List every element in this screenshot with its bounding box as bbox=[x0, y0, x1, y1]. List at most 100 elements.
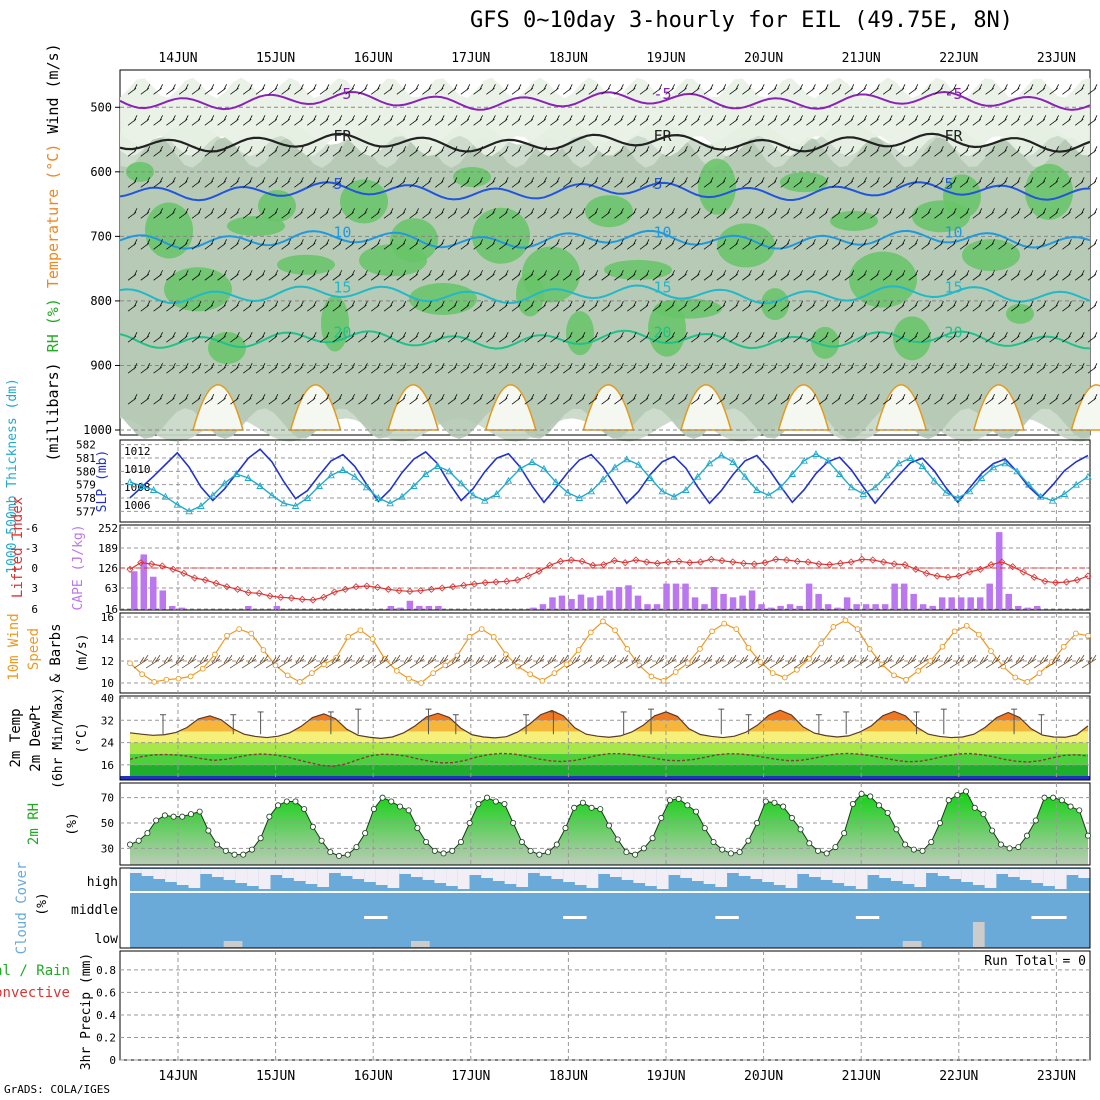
cloud-low-gap bbox=[223, 941, 243, 947]
wind-marker bbox=[127, 660, 133, 667]
wind-barb bbox=[818, 208, 829, 219]
wind-barb bbox=[678, 208, 688, 219]
wind-barb bbox=[562, 208, 573, 219]
wind-barb bbox=[652, 177, 663, 188]
wind-barb bbox=[959, 301, 970, 312]
cape-tick-label: 16 bbox=[105, 603, 118, 616]
cloud-high-gap bbox=[574, 869, 587, 885]
li-marker bbox=[783, 556, 791, 564]
wind-barb bbox=[767, 363, 778, 374]
thickness-marker bbox=[1036, 492, 1045, 500]
wind-barb bbox=[373, 654, 389, 669]
wind-barb bbox=[217, 301, 227, 312]
wind-barb bbox=[1049, 115, 1059, 126]
wind-barb bbox=[486, 363, 496, 374]
wind-barb bbox=[145, 654, 161, 669]
cape-tick-label: 126 bbox=[98, 562, 118, 575]
wind-barb bbox=[639, 84, 650, 95]
wind-barb bbox=[460, 363, 471, 374]
cloud-high-gap bbox=[434, 869, 447, 883]
wind-barb bbox=[301, 654, 317, 669]
thickness-marker bbox=[504, 476, 513, 484]
cape-bar bbox=[634, 595, 642, 609]
thickness-marker bbox=[126, 478, 134, 485]
wind-marker bbox=[575, 647, 582, 653]
wind-barb bbox=[268, 146, 279, 157]
cape-bar bbox=[777, 605, 784, 609]
rh-marker bbox=[353, 844, 360, 851]
rh-marker bbox=[701, 825, 708, 832]
temp-band bbox=[130, 710, 1088, 721]
wind-barb bbox=[946, 146, 957, 157]
wind-barb bbox=[588, 332, 599, 343]
wind-marker bbox=[212, 651, 218, 658]
wind-barb bbox=[434, 84, 445, 95]
rh-marker bbox=[754, 820, 761, 827]
wind-barb bbox=[985, 146, 995, 157]
wind-barb bbox=[396, 146, 407, 157]
li-marker bbox=[1073, 576, 1081, 584]
li-marker bbox=[1009, 563, 1017, 571]
li-marker bbox=[664, 558, 672, 566]
wind-barb bbox=[716, 177, 727, 188]
wind-barb bbox=[639, 332, 650, 343]
wind-barb bbox=[857, 270, 867, 281]
cloud-high-gap bbox=[715, 869, 728, 887]
wind-barb bbox=[1049, 270, 1059, 281]
rh-marker bbox=[945, 797, 952, 804]
wind-barb bbox=[345, 146, 355, 157]
wind-barb bbox=[818, 84, 829, 95]
wind-barb bbox=[140, 208, 151, 219]
wind-barb bbox=[537, 177, 547, 188]
li-marker bbox=[341, 585, 349, 593]
wind-barb bbox=[1074, 115, 1085, 126]
wind-barb bbox=[460, 332, 471, 343]
wind-barb bbox=[242, 146, 253, 157]
wind-barb bbox=[153, 363, 163, 374]
wind-barb bbox=[921, 363, 931, 374]
rh-marker bbox=[309, 823, 316, 830]
rh-marker bbox=[710, 839, 717, 846]
rh-marker bbox=[666, 797, 673, 804]
wind-barb bbox=[690, 394, 701, 405]
cape-bar bbox=[929, 605, 936, 609]
wind-barb bbox=[754, 301, 765, 312]
isotherm-label: 15 bbox=[333, 278, 351, 296]
rh-marker bbox=[571, 804, 578, 811]
wind-barb bbox=[1049, 146, 1059, 157]
wind-barb bbox=[313, 654, 329, 669]
wind-barb bbox=[511, 270, 522, 281]
wind-barb bbox=[652, 84, 663, 95]
wind-barb bbox=[473, 146, 483, 157]
wind-barb bbox=[383, 301, 394, 312]
wind-barb bbox=[217, 270, 227, 281]
wind-marker bbox=[527, 671, 534, 678]
wind-barb bbox=[985, 270, 995, 281]
wind-barb bbox=[517, 654, 533, 669]
wind-barb bbox=[140, 332, 151, 343]
wind-barb bbox=[998, 208, 1008, 219]
wind-barb bbox=[319, 332, 330, 343]
wind-barb bbox=[934, 394, 944, 405]
cloud-high-gap bbox=[188, 869, 201, 888]
date-label-bottom: 18JUN bbox=[549, 1069, 588, 1084]
wind-marker bbox=[1024, 679, 1031, 685]
wind-barb bbox=[793, 115, 803, 126]
wind-barb bbox=[1036, 301, 1047, 312]
wind-barb bbox=[882, 208, 893, 219]
wind-barb bbox=[601, 84, 611, 95]
wind-tick-label: 12 bbox=[101, 655, 114, 668]
wind-barb bbox=[230, 394, 240, 405]
wind-barb bbox=[908, 239, 919, 250]
cloud-high-gap bbox=[914, 869, 927, 887]
wind-barb bbox=[153, 394, 163, 405]
wind-barb bbox=[818, 115, 829, 126]
wind-barb bbox=[934, 84, 944, 95]
li-marker bbox=[158, 562, 166, 570]
wind-barb bbox=[511, 84, 522, 95]
wind-barb bbox=[434, 146, 445, 157]
wind-barb bbox=[652, 394, 663, 405]
date-label-top: 19JUN bbox=[646, 51, 685, 66]
wind-marker bbox=[915, 668, 922, 674]
